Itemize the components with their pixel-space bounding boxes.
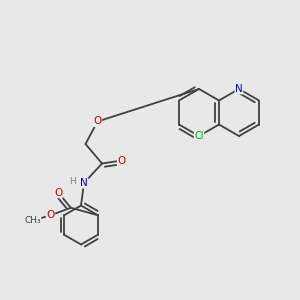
Text: N: N [80,178,88,188]
Text: O: O [93,116,102,127]
Text: N: N [235,84,243,94]
Text: Cl: Cl [194,131,204,141]
Text: O: O [117,155,126,166]
Text: CH₃: CH₃ [24,216,41,225]
Text: O: O [54,188,62,198]
Text: O: O [46,210,55,220]
Text: H: H [69,177,75,186]
